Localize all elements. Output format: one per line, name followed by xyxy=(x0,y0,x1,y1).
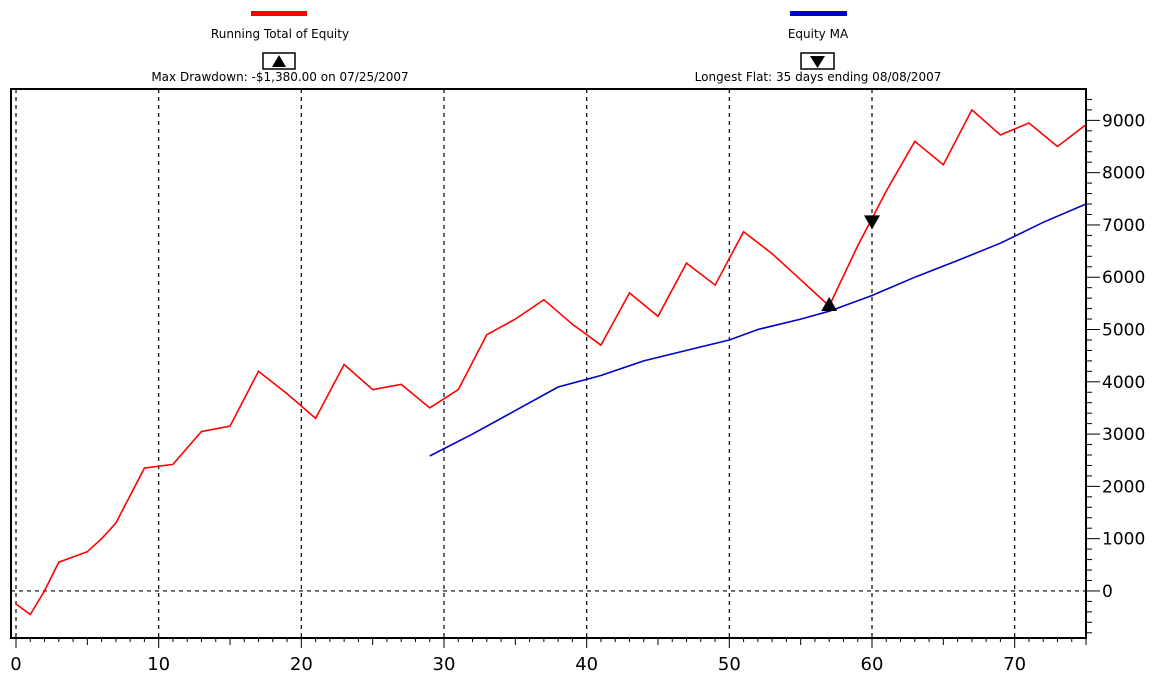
y-tick-label: 8000 xyxy=(1102,164,1145,184)
y-tick-label: 0 xyxy=(1102,582,1113,602)
x-tick-label: 40 xyxy=(575,654,598,675)
x-tick-label: 50 xyxy=(718,654,741,675)
triangle-up-icon xyxy=(272,55,286,67)
legend: Running Total of Equity Max Drawdown: -$… xyxy=(151,11,941,84)
y-tick-label: 7000 xyxy=(1102,216,1145,236)
x-axis: 0 10 20 30 40 50 60 70 xyxy=(10,638,1087,675)
x-tick-label: 20 xyxy=(290,654,313,675)
x-tick-label: 10 xyxy=(147,654,170,675)
y-tick-label: 3000 xyxy=(1102,425,1145,445)
plot-area xyxy=(10,88,1087,639)
grid xyxy=(11,89,1086,638)
triangle-down-icon xyxy=(810,56,825,68)
x-tick-label: 30 xyxy=(433,654,456,675)
longest-flat-marker xyxy=(864,215,880,230)
ma-legend-swatch xyxy=(790,11,847,16)
equity-legend-swatch xyxy=(251,11,307,16)
y-tick-label: 2000 xyxy=(1102,477,1145,497)
equity-ma-line xyxy=(429,203,1087,457)
y-tick-label: 9000 xyxy=(1102,111,1145,131)
ma-legend-label: Equity MA xyxy=(788,27,849,41)
equity-legend-label: Running Total of Equity xyxy=(211,27,349,41)
markers xyxy=(821,215,880,311)
equity-line xyxy=(15,108,1087,616)
max-drawdown-marker xyxy=(821,296,838,311)
y-tick-label: 4000 xyxy=(1102,373,1145,393)
x-tick-label: 70 xyxy=(1003,654,1026,675)
series xyxy=(15,108,1087,616)
drawdown-legend-text: Max Drawdown: -$1,380.00 on 07/25/2007 xyxy=(151,70,408,84)
flat-legend-text: Longest Flat: 35 days ending 08/08/2007 xyxy=(695,70,942,84)
y-axis: 0 1000 2000 3000 4000 5000 6000 7000 8000 9000 xyxy=(1086,98,1145,634)
y-tick-label: 5000 xyxy=(1102,321,1145,341)
x-tick-label: 60 xyxy=(861,654,884,675)
y-tick-label: 1000 xyxy=(1102,530,1145,550)
x-tick-label: 0 xyxy=(10,654,21,675)
y-tick-label: 6000 xyxy=(1102,268,1145,288)
